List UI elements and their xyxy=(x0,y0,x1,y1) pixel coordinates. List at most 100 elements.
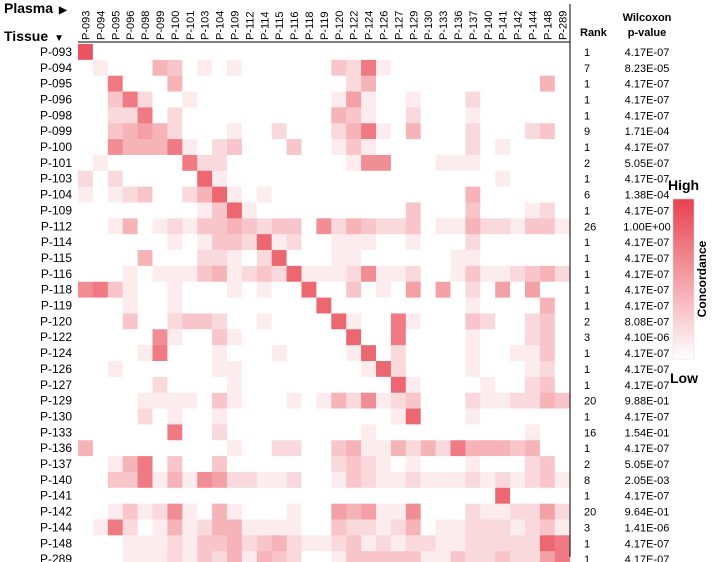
heatmap-cell xyxy=(405,59,422,77)
heatmap-cell xyxy=(450,139,466,156)
heatmap-cell xyxy=(137,471,153,489)
heatmap-cell xyxy=(152,234,168,251)
heatmap-cell xyxy=(122,424,138,441)
heatmap-cell xyxy=(286,59,302,77)
row-label: P-096 xyxy=(40,92,72,106)
heatmap-cell xyxy=(256,107,273,124)
heatmap-cell xyxy=(227,376,243,394)
heatmap-cell xyxy=(316,186,332,203)
heatmap-cell xyxy=(405,551,422,562)
heatmap-cell xyxy=(480,281,496,298)
heatmap-cell xyxy=(346,471,362,489)
heatmap-cell xyxy=(495,123,511,140)
heatmap-cell xyxy=(107,424,124,441)
heatmap-cell xyxy=(539,139,556,156)
heatmap-cell xyxy=(390,186,407,203)
heatmap-cell xyxy=(78,376,94,394)
heatmap-cell xyxy=(405,456,422,473)
row-label: P-127 xyxy=(40,378,72,392)
heatmap-cell xyxy=(197,44,213,61)
heatmap-cell xyxy=(361,75,377,92)
heatmap-cell xyxy=(361,519,377,536)
column-label: P-122 xyxy=(349,11,361,40)
heatmap-cell xyxy=(346,329,362,346)
heatmap-cell xyxy=(525,297,541,314)
heatmap-cell xyxy=(92,376,109,394)
right-arrow-icon: ▶ xyxy=(59,5,67,16)
heatmap-cell xyxy=(212,139,228,156)
heatmap-cell xyxy=(137,361,153,378)
heatmap-cell xyxy=(346,313,362,330)
heatmap-cell xyxy=(465,250,481,267)
heatmap-cell xyxy=(361,44,377,61)
heatmap-cell xyxy=(122,202,138,219)
heatmap-cell xyxy=(286,313,302,330)
heatmap-cell xyxy=(137,154,153,172)
heatmap-cell xyxy=(78,202,94,219)
p-value: 4.10E-06 xyxy=(625,332,670,344)
heatmap-cell xyxy=(182,75,198,92)
heatmap-cell xyxy=(197,59,213,77)
heatmap-cell xyxy=(92,471,109,489)
heatmap-cell xyxy=(137,424,153,441)
heatmap-cell xyxy=(256,281,273,298)
heatmap-cell xyxy=(212,107,228,124)
heatmap-cell xyxy=(525,186,541,203)
heatmap-cell xyxy=(241,202,258,219)
heatmap-cell xyxy=(495,313,511,330)
heatmap-cell xyxy=(301,250,317,267)
heatmap-cell xyxy=(361,250,377,267)
column-label: P-129 xyxy=(408,11,420,40)
row-label: P-114 xyxy=(41,235,72,249)
heatmap-cell xyxy=(167,202,183,219)
heatmap-cell xyxy=(122,551,138,562)
heatmap-cell xyxy=(346,91,362,108)
rank-value: 1 xyxy=(584,348,590,360)
heatmap-cell xyxy=(182,91,198,108)
heatmap-cell xyxy=(122,471,138,489)
heatmap-cell xyxy=(241,59,258,77)
heatmap-cell xyxy=(167,503,183,520)
p-value: 4.17E-07 xyxy=(625,380,670,392)
heatmap-cell xyxy=(167,487,183,505)
heatmap-cell xyxy=(182,376,198,394)
heatmap-cell xyxy=(241,408,258,425)
heatmap-cell xyxy=(450,503,466,520)
p-value: 4.17E-07 xyxy=(625,47,670,59)
heatmap-cell xyxy=(405,107,422,124)
heatmap-cell xyxy=(301,456,317,473)
heatmap-cell xyxy=(346,503,362,520)
heatmap-cell xyxy=(107,250,124,267)
heatmap-cell xyxy=(301,202,317,219)
heatmap-cell xyxy=(197,107,213,124)
heatmap-cell xyxy=(197,424,213,441)
heatmap-cell xyxy=(286,154,302,172)
heatmap-cell xyxy=(554,44,571,61)
heatmap-cell xyxy=(167,424,183,441)
heatmap-cell xyxy=(495,250,511,267)
heatmap-cell xyxy=(435,265,451,283)
heatmap-cell xyxy=(346,123,362,140)
heatmap-cell xyxy=(435,107,451,124)
heatmap-cell xyxy=(495,75,511,92)
heatmap-cell xyxy=(510,471,526,489)
heatmap-cell xyxy=(390,297,407,314)
rank-value: 26 xyxy=(584,221,596,233)
heatmap-cell xyxy=(361,487,377,505)
heatmap-cell xyxy=(256,44,273,61)
heatmap-cell xyxy=(182,123,198,140)
heatmap-cell xyxy=(525,392,541,409)
heatmap-cell xyxy=(241,329,258,346)
heatmap-cell xyxy=(167,345,183,362)
heatmap-cell xyxy=(510,265,526,283)
heatmap-cell xyxy=(525,313,541,330)
heatmap-cell xyxy=(346,59,362,77)
heatmap-cell xyxy=(107,281,124,298)
heatmap-cell xyxy=(182,345,198,362)
heatmap-cell xyxy=(301,424,317,441)
heatmap-cell xyxy=(480,361,496,378)
heatmap-cell xyxy=(212,329,228,346)
heatmap-cell xyxy=(525,75,541,92)
